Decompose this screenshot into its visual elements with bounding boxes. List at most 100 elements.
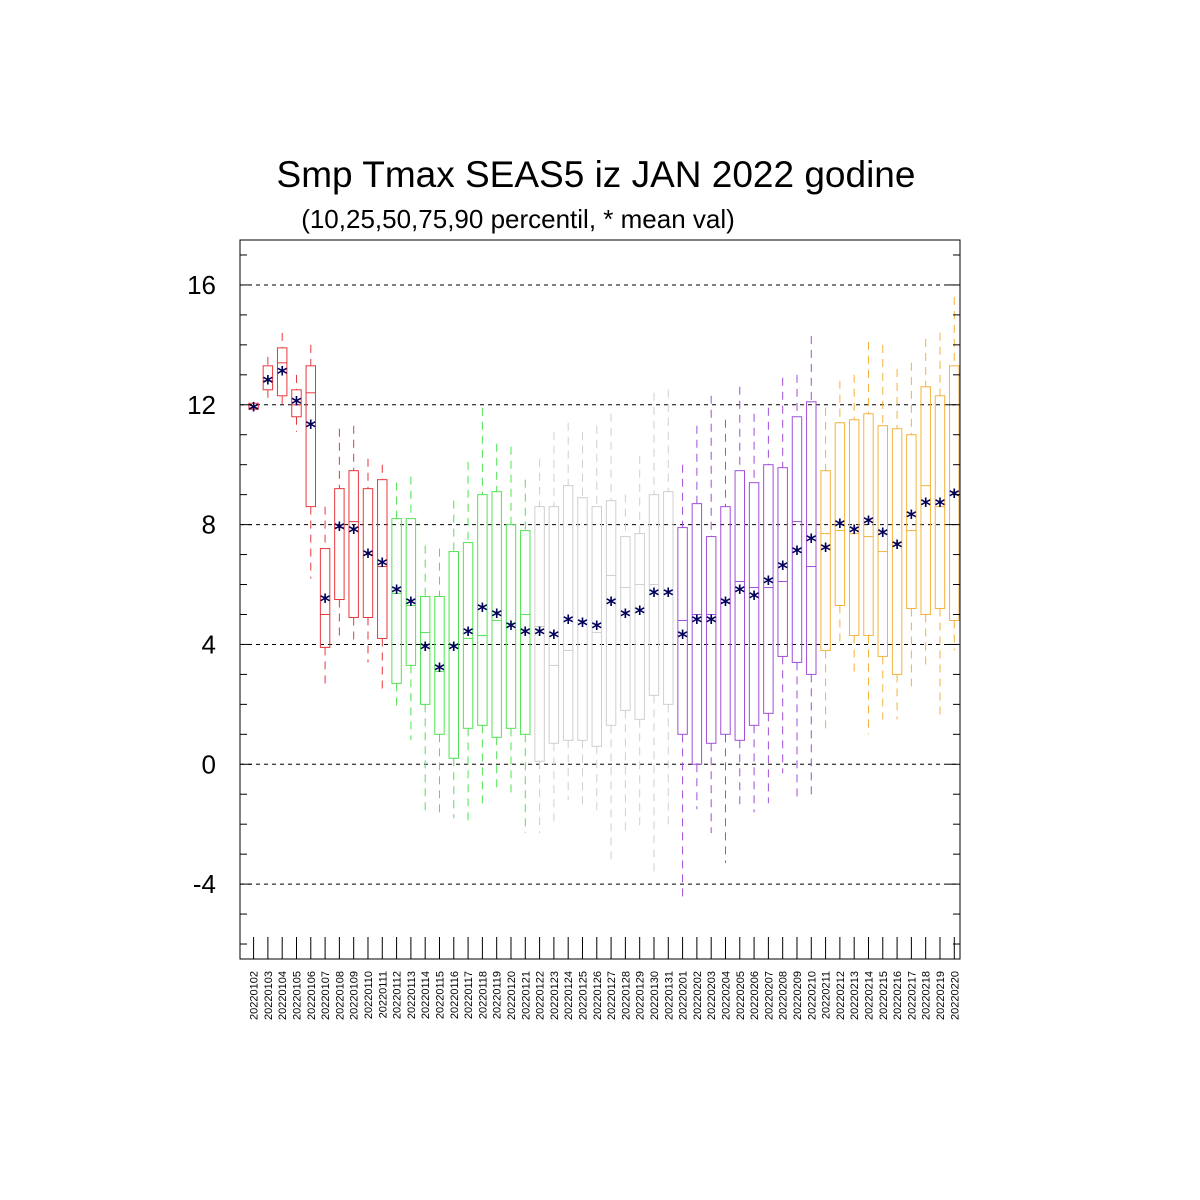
iqr-box bbox=[577, 497, 588, 741]
box-plot: * bbox=[534, 458, 545, 834]
box-plot: * bbox=[577, 431, 588, 807]
mean-marker: * bbox=[634, 601, 645, 625]
mean-marker: * bbox=[277, 362, 288, 386]
chart-subtitle: (10,25,50,75,90 percentil, * mean val) bbox=[301, 204, 735, 234]
iqr-box bbox=[891, 428, 903, 675]
mean-marker: * bbox=[620, 604, 631, 628]
x-tick-label: 20220127 bbox=[606, 971, 618, 1020]
box-plot: * bbox=[891, 368, 903, 720]
mean-marker: * bbox=[334, 518, 345, 542]
x-tick-label: 20220104 bbox=[277, 971, 289, 1020]
box-plot: * bbox=[934, 332, 946, 720]
mean-marker: * bbox=[935, 494, 946, 518]
iqr-box bbox=[705, 536, 717, 744]
x-tick-label: 20220106 bbox=[306, 971, 318, 1020]
mean-marker: * bbox=[420, 637, 431, 661]
x-tick-label: 20220212 bbox=[835, 971, 847, 1020]
mean-marker: * bbox=[878, 524, 889, 548]
mean-marker: * bbox=[506, 616, 517, 640]
grid-lines bbox=[240, 284, 960, 885]
mean-marker: * bbox=[663, 584, 674, 608]
box-plot: * bbox=[877, 344, 889, 720]
mean-marker: * bbox=[820, 539, 831, 563]
box-plot: * bbox=[320, 506, 331, 684]
x-tick-label: 20220107 bbox=[320, 971, 332, 1020]
box-plot: * bbox=[820, 407, 831, 729]
x-tick-label: 20220218 bbox=[921, 971, 933, 1020]
mean-marker: * bbox=[720, 592, 731, 616]
mean-marker: * bbox=[491, 604, 502, 628]
mean-marker: * bbox=[649, 584, 660, 608]
mean-marker: * bbox=[849, 521, 860, 545]
x-tick-label: 20220130 bbox=[649, 971, 661, 1020]
box-plot: * bbox=[405, 476, 417, 741]
mean-marker: * bbox=[863, 512, 874, 536]
iqr-box bbox=[305, 365, 317, 508]
x-tick-label: 20220116 bbox=[449, 971, 461, 1019]
mean-marker: * bbox=[348, 521, 359, 545]
mean-marker: * bbox=[577, 613, 588, 637]
box-plot: * bbox=[477, 407, 488, 804]
iqr-box bbox=[863, 413, 874, 636]
iqr-box bbox=[405, 518, 417, 666]
box-plot: * bbox=[720, 419, 731, 864]
box-plot: * bbox=[506, 446, 517, 798]
x-tick-label: 20220219 bbox=[935, 971, 947, 1020]
x-tick-label: 20220207 bbox=[763, 971, 775, 1020]
mean-marker: * bbox=[363, 545, 374, 569]
iqr-box bbox=[877, 425, 888, 657]
box-plot: * bbox=[806, 335, 817, 798]
mean-marker: * bbox=[763, 572, 774, 596]
x-tick-label: 20220110 bbox=[363, 971, 375, 1019]
mean-marker: * bbox=[263, 371, 274, 395]
mean-marker: * bbox=[320, 590, 331, 614]
box-plot: * bbox=[634, 455, 645, 831]
mean-marker: * bbox=[735, 581, 746, 605]
x-tick-label: 20220120 bbox=[506, 971, 518, 1020]
x-tick-label: 20220203 bbox=[706, 971, 718, 1020]
iqr-box bbox=[520, 530, 531, 735]
y-tick-label: 12 bbox=[187, 390, 216, 420]
box-plot: * bbox=[835, 380, 846, 648]
x-tick-label: 20220112 bbox=[392, 971, 404, 1019]
x-tick-label: 20220102 bbox=[249, 971, 261, 1020]
iqr-box bbox=[419, 596, 431, 705]
mean-marker: * bbox=[463, 622, 474, 646]
iqr-box bbox=[334, 488, 345, 601]
plot-frame bbox=[239, 239, 961, 960]
iqr-box bbox=[934, 395, 946, 609]
iqr-box bbox=[763, 464, 774, 714]
box-plot: * bbox=[463, 461, 474, 822]
box-plot: * bbox=[434, 548, 445, 816]
x-tick-label: 20220217 bbox=[906, 971, 918, 1020]
box-plot: * bbox=[620, 494, 631, 837]
mean-marker: * bbox=[777, 557, 788, 581]
x-axis: 20220102 20220103 20220104 20220105 20220106… bbox=[249, 937, 961, 1020]
x-tick-label: 20220121 bbox=[520, 971, 532, 1020]
box-plot: * bbox=[305, 344, 317, 579]
x-tick-label: 20220123 bbox=[549, 971, 561, 1020]
x-tick-label: 20220115 bbox=[434, 971, 446, 1019]
x-tick-label: 20220105 bbox=[291, 971, 303, 1020]
iqr-box bbox=[276, 347, 288, 397]
iqr-box bbox=[806, 401, 817, 675]
iqr-box bbox=[491, 491, 502, 738]
x-tick-label: 20220124 bbox=[563, 971, 575, 1020]
mean-marker: * bbox=[892, 536, 903, 560]
mean-marker: * bbox=[706, 610, 717, 634]
mean-marker: * bbox=[434, 658, 445, 682]
mean-marker: * bbox=[520, 622, 531, 646]
x-tick-label: 20220206 bbox=[749, 971, 761, 1020]
mean-marker: * bbox=[692, 610, 703, 634]
mean-marker: * bbox=[449, 637, 460, 661]
iqr-box bbox=[548, 506, 560, 744]
box-plot: * bbox=[363, 458, 374, 663]
x-tick-label: 20220128 bbox=[620, 971, 632, 1020]
box-plot: * bbox=[763, 407, 774, 804]
x-tick-label: 20220126 bbox=[592, 971, 604, 1020]
iqr-box bbox=[734, 470, 746, 741]
iqr-box bbox=[777, 467, 788, 657]
x-tick-label: 20220216 bbox=[892, 971, 904, 1020]
box-plot: * bbox=[606, 413, 617, 861]
